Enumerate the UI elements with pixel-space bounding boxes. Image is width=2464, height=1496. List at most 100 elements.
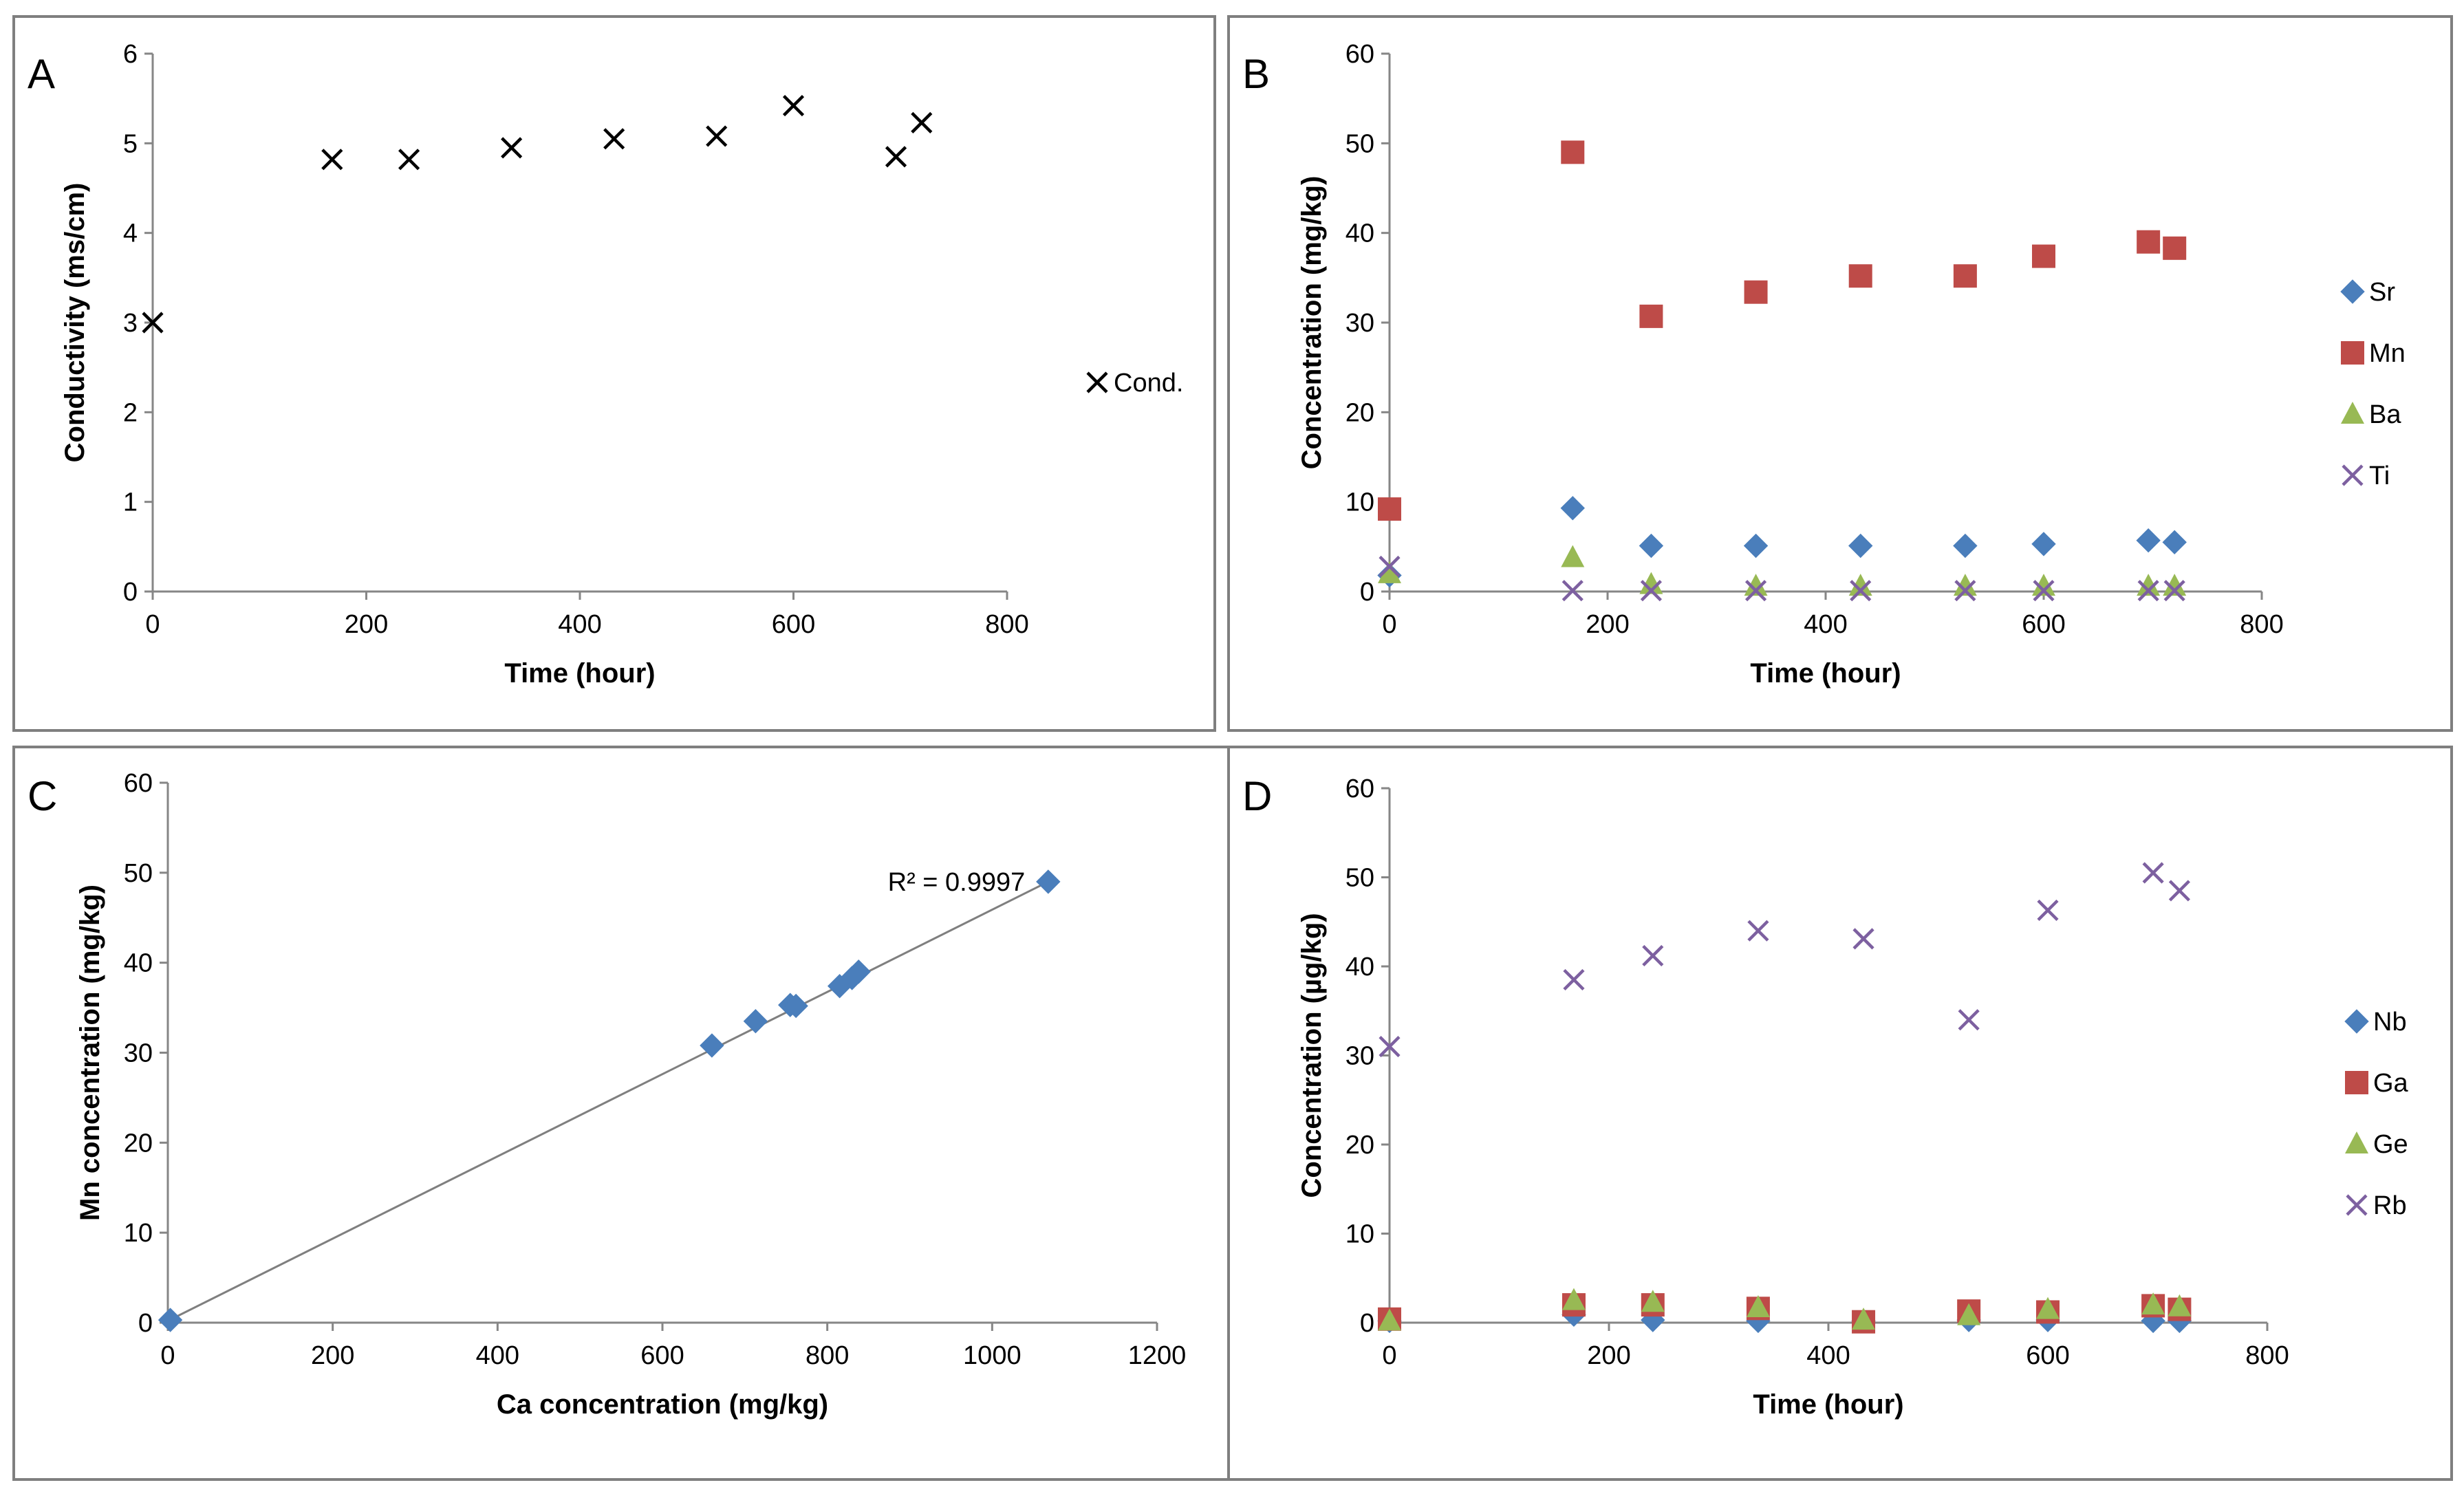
legend: Nb Ga Ge Rb <box>2344 1008 2409 1220</box>
x-axis-title: Time (hour) <box>504 658 655 689</box>
data-point <box>1379 1035 1401 1058</box>
y-tick-label: 0 <box>1360 1309 1374 1338</box>
series-mn <box>1378 140 2187 521</box>
panel-frame <box>1227 15 2453 732</box>
y-tick-label: 0 <box>1360 578 1374 607</box>
legend-label: Sr <box>2369 278 2395 307</box>
y-axis-title: Mn concentration (mg/kg) <box>75 885 105 1221</box>
legend-label: Nb <box>2373 1008 2407 1037</box>
x-tick-label: 600 <box>2022 610 2065 639</box>
data-point <box>1953 574 1977 596</box>
x-tick-label: 0 <box>1382 1341 1396 1370</box>
y-tick-label: 2 <box>123 398 138 427</box>
x-tick-label: 1000 <box>963 1341 1022 1370</box>
y-tick-label: 10 <box>1346 1220 1374 1249</box>
legend-marker <box>2342 464 2364 486</box>
legend-marker <box>2340 279 2365 304</box>
panel-a: A 0 1 2 3 4 5 6 0 200 400 600 800 Time (hour) Conducti… <box>12 15 1216 732</box>
data-point <box>1954 580 1976 602</box>
data-point <box>1743 533 1769 559</box>
y-tick-label: 20 <box>124 1129 153 1158</box>
y-tick-label: 0 <box>123 578 138 607</box>
data-point <box>2168 1294 2192 1316</box>
legend-marker <box>2345 1071 2368 1094</box>
x-tick-label: 600 <box>772 610 815 639</box>
series-rb <box>1379 862 2190 1058</box>
data-point <box>2032 574 2055 596</box>
y-tick-label: 1 <box>123 488 138 517</box>
y-tick-label: 30 <box>1346 1042 1374 1071</box>
data-point <box>2137 574 2161 596</box>
data-point <box>1852 1308 1876 1330</box>
y-tick-label: 10 <box>1346 488 1374 517</box>
legend-label: Mn <box>2369 339 2406 368</box>
data-point <box>1561 1288 1586 1310</box>
data-point <box>2142 862 2164 884</box>
data-point <box>1378 497 1401 521</box>
y-tick-label: 0 <box>138 1309 153 1338</box>
x-tick-label: 800 <box>2240 610 2283 639</box>
x-tick-label: 0 <box>160 1341 175 1370</box>
y-axis-title: Concentration (mg/kg) <box>1297 176 1327 470</box>
data-point <box>2137 230 2161 254</box>
x-tick-label: 0 <box>145 610 160 639</box>
data-point <box>2163 580 2185 602</box>
panel-frame <box>12 15 1216 732</box>
data-point <box>158 1308 183 1332</box>
y-tick-label: 30 <box>124 1039 153 1068</box>
y-tick-label: 20 <box>1346 398 1374 427</box>
x-tick-label: 600 <box>640 1341 684 1370</box>
data-point <box>1953 264 1977 288</box>
series-ge <box>1378 1288 2192 1331</box>
data-point <box>142 312 164 334</box>
y-tick-label: 40 <box>1346 953 1374 982</box>
data-point <box>743 1009 768 1034</box>
data-point <box>1848 574 1872 596</box>
legend-marker <box>2341 341 2364 365</box>
legend: Sr Mn Ba Ti <box>2340 278 2406 490</box>
legend-marker <box>2346 1194 2368 1216</box>
data-point <box>1639 533 1664 559</box>
data-point <box>2163 574 2187 596</box>
panel-letter: A <box>28 51 55 97</box>
x-axis-title: Ca concentration (mg/kg) <box>497 1389 828 1420</box>
data-point <box>1642 944 1664 967</box>
y-tick-label: 50 <box>1346 864 1374 893</box>
data-point <box>1561 140 1585 164</box>
data-point <box>1641 1290 1665 1312</box>
x-tick-label: 200 <box>1587 1341 1630 1370</box>
legend-marker <box>2344 1009 2369 1034</box>
data-point <box>1379 555 1401 578</box>
x-tick-label: 400 <box>558 610 601 639</box>
y-tick-label: 30 <box>1346 309 1374 338</box>
series-sr <box>1377 496 2187 588</box>
y-tick-label: 60 <box>1346 40 1374 69</box>
panel-letter: C <box>28 773 57 819</box>
panel-frame <box>12 746 1230 1481</box>
legend-marker <box>1086 371 1108 393</box>
x-tick-label: 0 <box>1382 610 1396 639</box>
y-axis-title: Conductivity (ms/cm) <box>60 183 90 463</box>
x-tick-label: 800 <box>985 610 1028 639</box>
data-point <box>1852 928 1874 950</box>
data-point <box>885 146 907 168</box>
data-point <box>1036 869 1061 894</box>
y-tick-label: 10 <box>124 1219 153 1248</box>
data-point <box>911 111 933 133</box>
data-point <box>1744 280 1768 304</box>
data-point <box>783 993 808 1019</box>
r-squared-annotation: R² = 0.9997 <box>888 868 1026 897</box>
y-tick-label: 20 <box>1346 1131 1374 1160</box>
data-point <box>2141 1292 2165 1315</box>
data-point <box>2037 899 2059 922</box>
y-tick-label: 5 <box>123 129 138 158</box>
data-point <box>1747 920 1769 942</box>
series-mn-vs-ca <box>158 869 1061 1332</box>
x-axis-title: Time (hour) <box>1753 1389 1903 1420</box>
data-point <box>2032 244 2055 268</box>
y-tick-label: 40 <box>124 949 153 978</box>
